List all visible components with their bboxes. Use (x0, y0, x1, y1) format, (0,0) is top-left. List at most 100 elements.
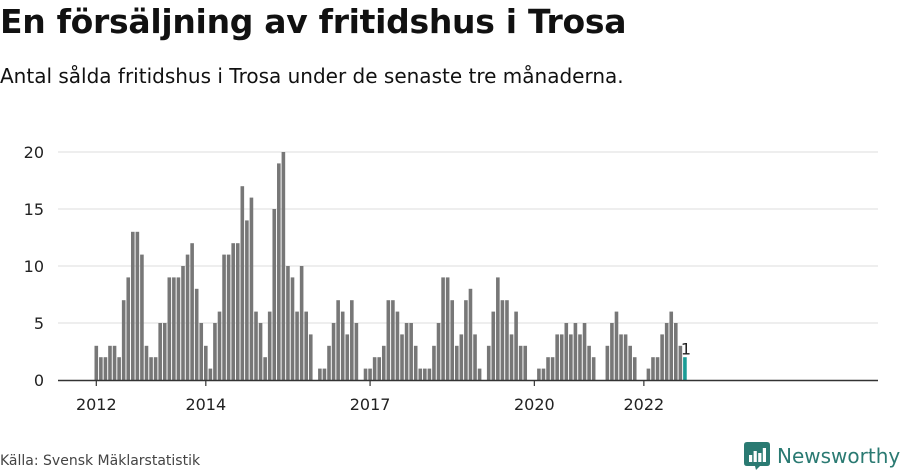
bar (94, 345, 99, 380)
y-tick-label: 20 (24, 143, 44, 162)
bar (277, 163, 281, 380)
bar (299, 266, 304, 380)
bar (213, 323, 217, 380)
bar (587, 345, 591, 380)
bar (404, 323, 409, 380)
bar (413, 345, 418, 380)
bar (459, 334, 464, 380)
bar (340, 311, 345, 380)
bar (559, 334, 564, 380)
bar (295, 311, 299, 380)
bar (578, 334, 582, 380)
bar (377, 357, 382, 380)
bar (441, 277, 445, 380)
newsworthy-logo-icon (744, 442, 770, 470)
source-note: Källa: Svensk Mäklarstatistik (0, 453, 201, 469)
bar (308, 334, 313, 380)
bar (108, 345, 112, 380)
bar (99, 357, 103, 380)
bar (190, 243, 194, 380)
bar (144, 345, 149, 380)
bar (436, 323, 441, 380)
bar (140, 254, 144, 380)
bar (267, 311, 272, 380)
bar (464, 300, 468, 380)
bar (623, 334, 628, 380)
bar (523, 345, 528, 380)
bar (327, 345, 331, 380)
bar (226, 254, 231, 380)
bar (194, 288, 199, 380)
bar (331, 323, 336, 380)
bar (564, 323, 569, 380)
bar (400, 334, 404, 380)
bar (272, 209, 277, 380)
bar (632, 357, 637, 380)
bar (336, 300, 340, 380)
bar (112, 345, 117, 380)
x-tick-label: 2014 (185, 395, 226, 414)
bar (468, 288, 473, 380)
y-axis-ticks: 0 5 10 15 20 (24, 143, 44, 390)
y-tick-label: 10 (24, 257, 44, 276)
bar (204, 345, 208, 380)
bar (409, 323, 413, 380)
bar (445, 277, 450, 380)
bar (395, 311, 400, 380)
bar (117, 357, 121, 380)
bar (345, 334, 350, 380)
bar (582, 323, 587, 380)
bar (518, 345, 523, 380)
bar (660, 334, 664, 380)
bar (628, 345, 632, 380)
bar (153, 357, 158, 380)
bar (418, 368, 423, 380)
bar (258, 323, 263, 380)
bar (605, 345, 610, 380)
bar (664, 323, 669, 380)
bar (318, 368, 322, 380)
bar (573, 323, 578, 380)
bar (235, 243, 240, 380)
bar (550, 357, 555, 380)
bar (477, 368, 482, 380)
bar (245, 220, 249, 380)
bar (386, 300, 391, 380)
bar-chart: 0 5 10 15 20 2012 2014 2017 2020 2022 1 (24, 143, 878, 414)
bar (354, 323, 359, 380)
bar (591, 357, 596, 380)
bar (103, 357, 108, 380)
bar (674, 323, 678, 380)
bar-highlight (683, 357, 687, 380)
bar (368, 368, 372, 380)
bar (167, 277, 172, 380)
bar (514, 311, 518, 380)
bar (555, 334, 559, 380)
highlight-value-label: 1 (681, 340, 691, 359)
bar (541, 368, 546, 380)
bar (454, 345, 459, 380)
bar (500, 300, 505, 380)
chart-subtitle: Antal sålda fritidshus i Trosa under de … (0, 64, 624, 88)
bar (131, 231, 135, 380)
bar (208, 368, 213, 380)
bar (614, 311, 619, 380)
bar (290, 277, 295, 380)
bar (509, 334, 514, 380)
x-axis-ticks: 2012 2014 2017 2020 2022 (76, 380, 664, 414)
bar (254, 311, 258, 380)
bar (391, 300, 395, 380)
bar (372, 357, 377, 380)
x-tick-label: 2012 (76, 395, 117, 414)
bar (537, 368, 541, 380)
bar (322, 368, 327, 380)
grid-lines (58, 151, 878, 324)
bar (249, 197, 254, 380)
bar (240, 186, 245, 380)
bar (199, 323, 204, 380)
bar (427, 368, 432, 380)
bar (473, 334, 477, 380)
bar (669, 311, 674, 380)
brand-logo: Newsworthy (744, 441, 900, 471)
bar (381, 345, 386, 380)
